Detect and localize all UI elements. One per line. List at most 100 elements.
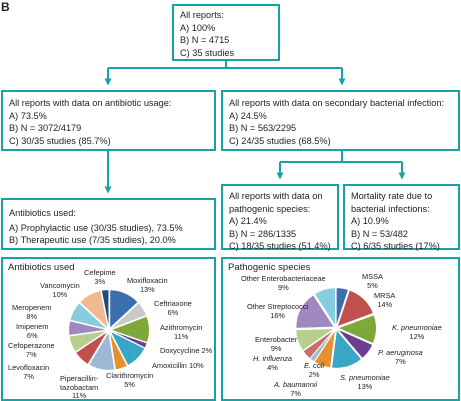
pathogens-slice-3 [337, 329, 373, 359]
antibiotics-slice-9 [68, 320, 107, 336]
label-name: H. influenza [253, 354, 293, 363]
label-clarithromycin: Clarithromycin 5% [106, 371, 154, 389]
box-line-a: A) 21.4% [229, 216, 267, 227]
label-value: 11% [174, 331, 189, 341]
box-line-c: C) 24/35 studies (68.5%) [229, 135, 331, 146]
box-line-b: B) N = 4715 [180, 35, 230, 46]
label-value: 3% [94, 276, 106, 286]
label-name: Imipenem [16, 322, 49, 331]
pathogens-slice-4 [331, 329, 362, 369]
pathogens-slice-9 [295, 294, 335, 329]
label-cefepime: Cefepime 3% [84, 268, 116, 286]
label-name: MSSA [362, 272, 383, 281]
box-title-line-2: pathogenic species: [229, 203, 311, 214]
label-value: 14% [377, 299, 393, 309]
box-line-c: C) 6/35 studies (17%) [351, 241, 440, 252]
box-secondary-infection: All reports with data on secondary bacte… [221, 90, 460, 151]
box-line-b: B) N = 286/1335 [229, 228, 297, 239]
label-name: Meropenem [12, 303, 52, 312]
chart-title-antibiotics: Antibiotics used [8, 262, 75, 273]
label-name: Cefoperazone [8, 341, 55, 350]
box-antibiotics-used: Antibiotics used: A) Prophylactic use (3… [1, 198, 216, 250]
label-k-pneumoniae: K. pneumoniae 12% [392, 323, 442, 341]
label-value: 16% [270, 310, 285, 320]
label-name: Ceftriaxone [154, 299, 192, 308]
label-name: Vancomycin [40, 281, 80, 290]
antibiotics-slice-8 [68, 330, 108, 353]
box-antibiotic-usage: All reports with data on antibiotic usag… [1, 90, 216, 151]
label-name: P. aeruginosa [378, 348, 423, 357]
label-ceftriaxone: Ceftriaxone 6% [154, 299, 192, 317]
label-value: 9% [270, 343, 282, 353]
box-pathogenic-species: All reports with data on pathogenic spec… [221, 184, 339, 251]
label-extra: 11% [71, 391, 87, 401]
box-all-reports: All reports: A) 100% B) N = 4715 C) 35 s… [172, 4, 280, 61]
label-name: Clarithromycin [106, 371, 154, 380]
antibiotics-slice-1 [110, 302, 147, 330]
label-s-pneumoniae: S. pneumoniae 13% [340, 373, 390, 391]
antibiotics-slice-5 [109, 331, 128, 370]
antibiotics-slice-11 [79, 290, 109, 329]
box-mortality: Mortality rate due to bacterial infectio… [343, 184, 460, 252]
label-vancomycin: Vancomycin 10% [40, 281, 80, 299]
label-piperacillin: Piperacillin- tazobactam 11% [60, 374, 98, 401]
pathogens-slice-7 [302, 329, 335, 359]
label-enterobacter: Enterobacter 9% [255, 335, 298, 353]
label-name: Azithromycin [160, 323, 203, 332]
box-title-line-2: bacterial infections: [351, 203, 430, 214]
box-title-line-1: Mortality rate due to [351, 191, 433, 201]
antibiotics-slice-0 [109, 289, 139, 329]
label-value: 12% [409, 331, 425, 341]
label-name: K. pneumoniae [392, 323, 442, 332]
label-value: 7% [394, 356, 406, 366]
label-e-coli: E. coli 2% [304, 361, 324, 379]
connector-top [104, 61, 346, 86]
label-value: 4% [267, 362, 278, 372]
box-line-b: B) Therapeutic use (7/35 studies), 20.0% [9, 235, 176, 246]
label-value: 13% [139, 284, 155, 294]
box-line-c: C) 30/35 studies (85.7%) [9, 135, 111, 146]
antibiotics-slice-6 [88, 331, 115, 371]
label-name: Doxycycline 2% [160, 346, 213, 355]
box-title: All reports: [180, 10, 224, 20]
label-value: 10% [52, 289, 68, 299]
label-doxycycline: Doxycycline 2% [160, 346, 213, 356]
label-value: 9% [277, 282, 289, 292]
label-other-streptococci: Other Streptococci 16% [247, 302, 308, 320]
label-imipenem: Imipenem 6% [16, 322, 49, 340]
label-value: 13% [357, 381, 373, 391]
label-azithromycin: Azithromycin 11% [160, 323, 203, 341]
pathogens-slice-0 [336, 287, 349, 326]
label-name: Amoxicillin 10% [152, 361, 204, 370]
label-mssa: MSSA 5% [362, 272, 383, 290]
label-levofloxacin: Levofloxacin 7% [8, 363, 49, 381]
label-value: 7% [290, 388, 301, 398]
antibiotics-slice-2 [110, 316, 150, 343]
label-value: 6% [26, 330, 38, 340]
box-line-a: A) 100% [180, 22, 216, 33]
pathogens-slice-10 [314, 287, 336, 327]
panel-letter: B [1, 0, 10, 14]
pathogens-slice-1 [337, 289, 374, 327]
label-name: MRSA [374, 291, 396, 300]
label-value: 8% [26, 311, 38, 321]
label-value: 5% [367, 280, 378, 290]
box-line-c: C) 35 studies [180, 47, 235, 58]
box-line-a: A) 73.5% [9, 110, 47, 121]
label-name: A. baumannii [274, 380, 318, 389]
label-cefoperazone: Cefoperazone 7% [8, 341, 55, 359]
label-name: Enterobacter [255, 335, 298, 344]
chart-title-pathogens: Pathogenic species [228, 262, 311, 273]
box-title: Antibiotics used: [9, 208, 76, 218]
label-p-aeruginosa: P. aeruginosa 7% [378, 348, 423, 366]
box-line-a: A) 10.9% [351, 216, 389, 227]
label-name: S. pneumoniae [340, 373, 390, 382]
label-value: 7% [23, 371, 34, 381]
antibiotics-slice-10 [69, 302, 109, 330]
connector-right [276, 151, 406, 180]
pathogens-slice-2 [337, 314, 377, 344]
label-value: 6% [167, 307, 179, 317]
antibiotics-slice-3 [110, 330, 148, 349]
